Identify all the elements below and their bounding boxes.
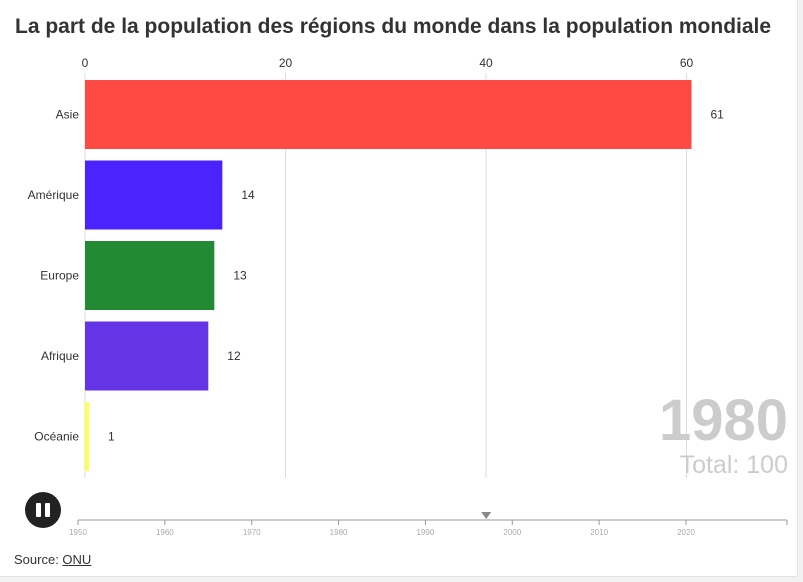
source-prefix: Source: bbox=[14, 552, 63, 567]
x-tick-label: 60 bbox=[680, 56, 694, 70]
category-label: Europe bbox=[40, 269, 79, 283]
bar bbox=[85, 321, 209, 391]
category-label: Amérique bbox=[28, 188, 80, 202]
timeline-tick-label: 2020 bbox=[677, 528, 695, 537]
timeline-tick-label: 1990 bbox=[417, 528, 435, 537]
value-label: 61 bbox=[711, 108, 725, 122]
category-label: Afrique bbox=[41, 349, 79, 363]
timeline-tick-label: 1960 bbox=[156, 528, 174, 537]
year-label: 1980 bbox=[659, 388, 788, 453]
x-tick-label: 0 bbox=[82, 56, 89, 70]
value-label: 13 bbox=[233, 269, 247, 283]
timeline-tick-label: 1950 bbox=[69, 528, 87, 537]
bar bbox=[85, 80, 692, 149]
timeline-tick-label: 2000 bbox=[503, 528, 521, 537]
bars bbox=[85, 80, 692, 471]
bar bbox=[85, 241, 215, 310]
chart-title: La part de la population des régions du … bbox=[15, 15, 772, 38]
category-label: Asie bbox=[56, 108, 80, 122]
timeline[interactable]: 1950 1960 1970 1980 1990 2000 2010 2020 bbox=[69, 512, 788, 537]
pause-icon bbox=[36, 503, 41, 517]
total-label: Total: 100 bbox=[680, 451, 788, 479]
value-label: 1 bbox=[108, 430, 115, 444]
x-tick-label: 20 bbox=[279, 56, 293, 70]
timeline-tick-label: 1970 bbox=[243, 528, 261, 537]
value-label: 12 bbox=[227, 349, 241, 363]
bar bbox=[85, 160, 223, 230]
timeline-marker-icon bbox=[481, 512, 492, 519]
pause-icon-bar bbox=[45, 503, 50, 517]
timeline-tick-label: 2010 bbox=[590, 528, 608, 537]
value-label: 14 bbox=[241, 188, 255, 202]
x-tick-label: 40 bbox=[479, 56, 493, 70]
timeline-tick-label: 1980 bbox=[330, 528, 348, 537]
category-label: Océanie bbox=[34, 430, 79, 444]
pause-button[interactable] bbox=[25, 492, 61, 528]
labels: 0 20 40 60 Asie 61 Amérique 14 Europe 13 Afrique 12… bbox=[28, 56, 725, 444]
bar bbox=[85, 402, 90, 471]
source-link[interactable]: ONU bbox=[62, 552, 92, 567]
source-line: Source: ONU bbox=[14, 552, 91, 567]
